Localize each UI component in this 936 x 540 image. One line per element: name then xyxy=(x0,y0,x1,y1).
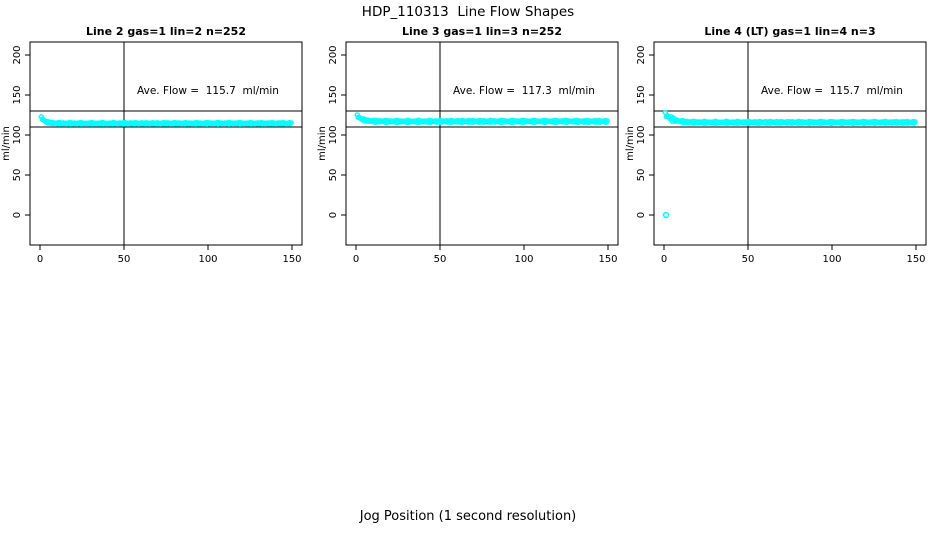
y-tick-label: 100 xyxy=(12,125,23,144)
panel-plot-svg: 0 50 100 150 0 50 100 150 200 ml/min xyxy=(1,41,303,265)
y-tick-label: 50 xyxy=(12,169,23,182)
panel-plot-svg: 0 50 100 150 0 50 100 150 200 ml/min xyxy=(317,41,619,265)
panel-title: Line 2 gas=1 lin=2 n=252 xyxy=(85,25,246,38)
y-tick-label: 100 xyxy=(328,125,339,144)
y-axis-title: ml/min xyxy=(317,126,328,161)
y-axis-title: ml/min xyxy=(625,126,636,161)
x-axis-title: Jog Position (1 second resolution) xyxy=(359,509,577,524)
data-point xyxy=(604,118,610,124)
x-tick-label: 50 xyxy=(434,254,447,265)
ave-flow-annotation: Ave. Flow = 117.3 ml/min xyxy=(453,85,595,97)
x-tick-label: 100 xyxy=(822,254,841,265)
y-tick-label: 150 xyxy=(12,85,23,104)
y-tick-label: 200 xyxy=(12,45,23,64)
y-tick-label: 150 xyxy=(636,85,647,104)
panel-line2: Line 2 gas=1 lin=2 n=252 Ave. Flow = 115… xyxy=(0,0,312,290)
x-tick-label: 150 xyxy=(282,254,301,265)
panel-line4: Line 4 (LT) gas=1 lin=4 n=3 Ave. Flow = … xyxy=(624,0,936,290)
data-point xyxy=(288,120,294,126)
outlier-point xyxy=(662,211,670,219)
y-tick-label: 50 xyxy=(328,169,339,182)
y-tick-label: 150 xyxy=(328,85,339,104)
ave-flow-annotation: Ave. Flow = 115.7 ml/min xyxy=(761,85,903,97)
y-tick-label: 0 xyxy=(328,212,339,218)
y-tick-label: 200 xyxy=(328,45,339,64)
plot-frame xyxy=(29,41,303,246)
plot-frame xyxy=(345,41,619,246)
y-tick-label: 0 xyxy=(636,212,647,218)
y-tick-label: 100 xyxy=(636,125,647,144)
x-tick-label: 50 xyxy=(742,254,755,265)
page-title: HDP_110313 Line Flow Shapes xyxy=(361,4,575,20)
panel-title: Line 3 gas=1 lin=3 n=252 xyxy=(401,25,562,38)
ave-flow-annotation: Ave. Flow = 115.7 ml/min xyxy=(137,85,279,97)
panel-line3: Line 3 gas=1 lin=3 n=252 Ave. Flow = 117… xyxy=(316,0,628,290)
plot-frame xyxy=(653,41,927,246)
x-tick-label: 100 xyxy=(514,254,533,265)
data-point xyxy=(912,119,918,125)
y-axis-title: ml/min xyxy=(1,126,12,161)
y-tick-label: 50 xyxy=(636,169,647,182)
panel-plot-svg: 0 50 100 150 0 50 100 150 200 ml/min xyxy=(625,41,927,265)
x-tick-label: 0 xyxy=(37,254,43,265)
x-tick-label: 50 xyxy=(118,254,131,265)
x-tick-label: 0 xyxy=(353,254,359,265)
x-tick-label: 150 xyxy=(906,254,925,265)
x-tick-label: 150 xyxy=(598,254,617,265)
y-tick-label: 200 xyxy=(636,45,647,64)
x-tick-label: 0 xyxy=(661,254,667,265)
x-tick-label: 100 xyxy=(198,254,217,265)
y-tick-label: 0 xyxy=(12,212,23,218)
panel-title: Line 4 (LT) gas=1 lin=4 n=3 xyxy=(704,25,876,38)
